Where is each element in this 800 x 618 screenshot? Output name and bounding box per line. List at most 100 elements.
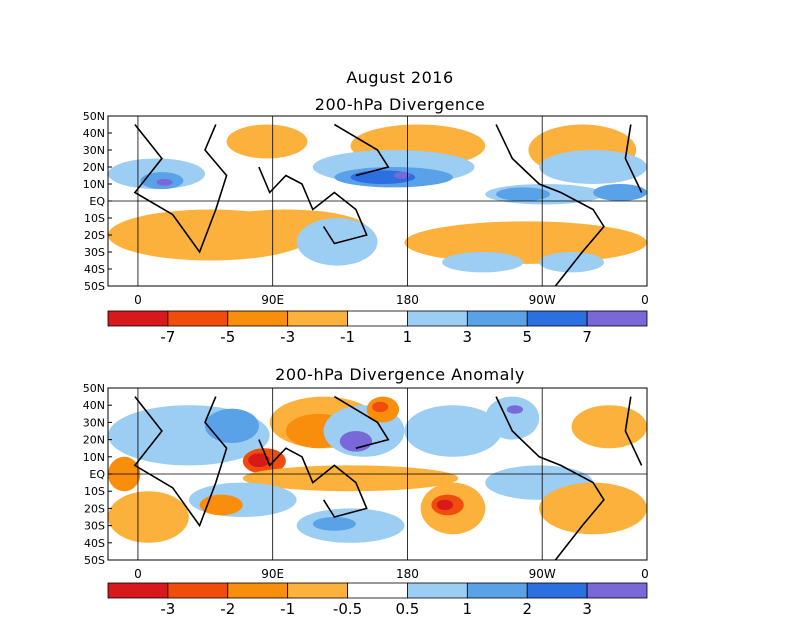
shaded-region <box>296 218 378 266</box>
shaded-region <box>571 405 647 449</box>
colorbar-swatch <box>167 582 229 599</box>
colorbar-swatch <box>466 582 528 599</box>
colorbar-label: -7 <box>160 328 175 346</box>
colorbar-label: -5 <box>220 328 235 346</box>
shaded-region <box>248 453 270 468</box>
colorbar-swatch <box>107 310 169 327</box>
lat-label: 40S <box>84 537 105 550</box>
shaded-region <box>404 221 647 264</box>
coastline <box>133 396 228 528</box>
colorbar-label: -2 <box>220 600 235 618</box>
colorbar-label: -3 <box>280 328 295 346</box>
lat-label: 40N <box>83 127 105 140</box>
lat-label: 20S <box>84 502 105 515</box>
shaded-region <box>593 184 647 201</box>
coastline <box>624 396 643 466</box>
panel-title-anomaly: 200-hPa Divergence Anomaly <box>275 365 525 384</box>
shaded-region <box>442 252 524 273</box>
colorbar-label: -3 <box>160 600 175 618</box>
lat-label: 40N <box>83 399 105 412</box>
colorbar-swatch <box>107 582 169 599</box>
coastline <box>333 395 390 449</box>
colorbar-swatch <box>347 582 408 599</box>
lat-label: 20N <box>83 161 105 174</box>
colorbar-swatch <box>227 310 289 327</box>
lat-label: 50S <box>84 554 105 567</box>
lon-label: 90E <box>261 293 284 307</box>
shaded-region <box>404 405 502 457</box>
lon-label: 0 <box>641 567 649 581</box>
lat-label: 20S <box>84 229 105 242</box>
colorbar-swatch <box>586 310 648 327</box>
colorbar-swatch <box>407 582 468 599</box>
colorbar-swatch <box>526 310 588 327</box>
coastline <box>333 123 390 177</box>
lat-label: 30N <box>83 144 105 157</box>
figure-title: August 2016 <box>346 68 454 87</box>
lat-label: 10S <box>84 485 105 498</box>
shaded-region <box>539 150 647 184</box>
colorbar-swatch <box>287 582 348 599</box>
colorbar-swatch <box>227 582 289 599</box>
colorbar-label: -0.5 <box>333 600 362 618</box>
lon-label: 0 <box>134 567 142 581</box>
lat-label: EQ <box>89 468 105 481</box>
colorbar-label: -1 <box>280 600 295 618</box>
shaded-region <box>372 401 389 413</box>
lon-label: 0 <box>134 293 142 307</box>
lat-label: 50N <box>83 110 105 123</box>
shaded-region <box>506 405 524 414</box>
colorbar-label: 7 <box>582 328 592 346</box>
lat-label: 40S <box>84 263 105 276</box>
colorbar-swatch <box>407 310 468 327</box>
colorbar-label: 0.5 <box>396 600 420 618</box>
shaded-region <box>339 431 373 452</box>
lat-label: 50S <box>84 280 105 293</box>
shaded-region <box>393 172 410 179</box>
lat-label: 10N <box>83 451 105 464</box>
lat-label: 30S <box>84 520 105 533</box>
colorbar-swatch <box>287 310 348 327</box>
shaded-region <box>199 494 243 516</box>
coastline <box>133 124 228 254</box>
lon-label: 90W <box>529 293 556 307</box>
lat-label: 10N <box>83 178 105 191</box>
panel-title-divergence: 200-hPa Divergence <box>314 95 486 114</box>
lon-label: 90W <box>529 567 556 581</box>
colorbar-swatch <box>466 310 528 327</box>
colorbar-label: 3 <box>463 328 473 346</box>
lon-label: 90E <box>261 567 284 581</box>
coastline <box>624 124 643 193</box>
lon-label: 180 <box>396 293 419 307</box>
colorbar-swatch <box>526 582 588 599</box>
lon-label: 0 <box>641 293 649 307</box>
colorbar-label: 1 <box>463 600 473 618</box>
shaded-region <box>539 482 647 535</box>
colorbar-label: 3 <box>582 600 592 618</box>
shaded-region <box>108 491 189 543</box>
colorbar-swatch <box>586 582 648 599</box>
lat-label: 30S <box>84 246 105 259</box>
lat-label: 10S <box>84 212 105 225</box>
shaded-region <box>485 396 540 440</box>
shaded-region <box>496 187 550 201</box>
colorbar-label: 5 <box>522 328 532 346</box>
lat-label: 30N <box>83 416 105 429</box>
colorbar-label: 1 <box>403 328 413 346</box>
lat-label: 20N <box>83 434 105 447</box>
shaded-region <box>156 178 173 186</box>
shaded-region <box>539 252 604 273</box>
colorbar-swatch <box>167 310 229 327</box>
map-field-divergence <box>108 116 647 286</box>
map-field-anomaly <box>108 388 647 560</box>
lon-label: 180 <box>396 567 419 581</box>
colorbar-label: 2 <box>522 600 532 618</box>
lat-label: 50N <box>83 382 105 395</box>
shaded-region <box>436 499 453 511</box>
shaded-region <box>226 124 308 159</box>
lat-label: EQ <box>89 195 105 208</box>
colorbar-label: -1 <box>340 328 355 346</box>
shaded-region <box>205 408 259 444</box>
colorbar-swatch <box>347 310 408 327</box>
